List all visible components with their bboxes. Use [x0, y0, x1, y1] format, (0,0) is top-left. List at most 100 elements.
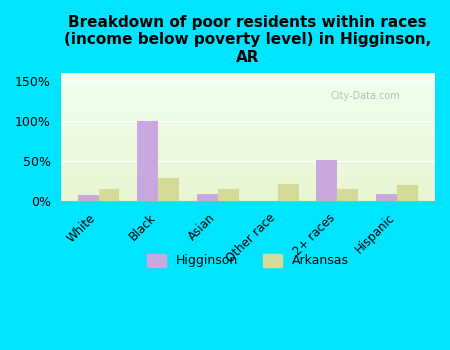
Bar	[61, 140, 435, 141]
Bar	[61, 127, 435, 128]
Bar	[61, 87, 435, 88]
Bar	[61, 110, 435, 111]
Title: Breakdown of poor residents within races
(income below poverty level) in Higgins: Breakdown of poor residents within races…	[64, 15, 432, 65]
Bar	[61, 149, 435, 150]
Bar	[61, 159, 435, 160]
Bar	[61, 166, 435, 167]
Bar	[61, 197, 435, 199]
Bar	[61, 142, 435, 144]
Bar	[61, 200, 435, 201]
Bar	[61, 145, 435, 146]
Bar	[61, 182, 435, 183]
Bar	[61, 83, 435, 84]
Bar	[61, 93, 435, 95]
Bar	[61, 132, 435, 133]
Bar	[77, 195, 99, 201]
Bar	[61, 106, 435, 107]
Bar	[99, 189, 119, 201]
Bar	[61, 124, 435, 126]
Bar	[61, 105, 435, 106]
Bar	[61, 195, 435, 196]
Bar	[61, 186, 435, 187]
Bar	[61, 131, 435, 132]
Bar	[61, 193, 435, 194]
Text: City-Data.com: City-Data.com	[330, 91, 400, 101]
Bar	[61, 120, 435, 122]
Bar	[61, 189, 435, 190]
Bar	[61, 181, 435, 182]
Bar	[278, 184, 298, 201]
Bar	[61, 92, 435, 93]
Bar	[61, 109, 435, 110]
Bar	[61, 172, 435, 173]
Bar	[61, 176, 435, 177]
Bar	[61, 141, 435, 142]
Bar	[218, 189, 239, 201]
Bar	[61, 137, 435, 139]
Bar	[61, 77, 435, 78]
Bar	[61, 88, 435, 90]
Bar	[316, 160, 338, 201]
Bar	[61, 154, 435, 155]
Bar	[61, 135, 435, 136]
Bar	[61, 199, 435, 200]
Bar	[61, 164, 435, 166]
Bar	[61, 190, 435, 191]
Bar	[61, 144, 435, 145]
Bar	[61, 133, 435, 135]
Bar	[397, 184, 418, 201]
Bar	[61, 115, 435, 117]
Bar	[61, 104, 435, 105]
Bar	[61, 99, 435, 100]
Bar	[61, 170, 435, 172]
Bar	[61, 162, 435, 163]
Bar	[61, 173, 435, 174]
Bar	[61, 123, 435, 124]
Bar	[61, 79, 435, 80]
Bar	[61, 185, 435, 186]
Bar	[61, 128, 435, 130]
Bar	[61, 194, 435, 195]
Bar	[61, 168, 435, 169]
Bar	[61, 101, 435, 103]
Bar	[61, 191, 435, 193]
Bar	[61, 158, 435, 159]
Bar	[61, 178, 435, 180]
Bar	[61, 151, 435, 153]
Bar	[61, 86, 435, 87]
Bar	[137, 121, 158, 201]
Bar	[61, 122, 435, 123]
Bar	[61, 126, 435, 127]
Bar	[61, 82, 435, 83]
Bar	[197, 194, 218, 201]
Bar	[61, 196, 435, 197]
Bar	[61, 90, 435, 91]
Bar	[61, 91, 435, 92]
Bar	[61, 153, 435, 154]
Bar	[61, 73, 435, 74]
Bar	[61, 187, 435, 189]
Bar	[61, 84, 435, 86]
Bar	[61, 177, 435, 178]
Bar	[61, 160, 435, 162]
Bar	[338, 189, 358, 201]
Bar	[61, 118, 435, 119]
Bar	[61, 117, 435, 118]
Bar	[61, 97, 435, 99]
Legend: Higginson, Arkansas: Higginson, Arkansas	[142, 249, 354, 272]
Bar	[61, 130, 435, 131]
Bar	[61, 136, 435, 137]
Bar	[61, 139, 435, 140]
Bar	[61, 96, 435, 97]
Bar	[61, 155, 435, 156]
Bar	[61, 113, 435, 114]
Bar	[61, 169, 435, 170]
Bar	[61, 147, 435, 149]
Bar	[61, 180, 435, 181]
Bar	[61, 103, 435, 104]
Bar	[61, 80, 435, 82]
Bar	[61, 183, 435, 185]
Bar	[61, 107, 435, 109]
Bar	[61, 114, 435, 115]
Bar	[61, 74, 435, 76]
